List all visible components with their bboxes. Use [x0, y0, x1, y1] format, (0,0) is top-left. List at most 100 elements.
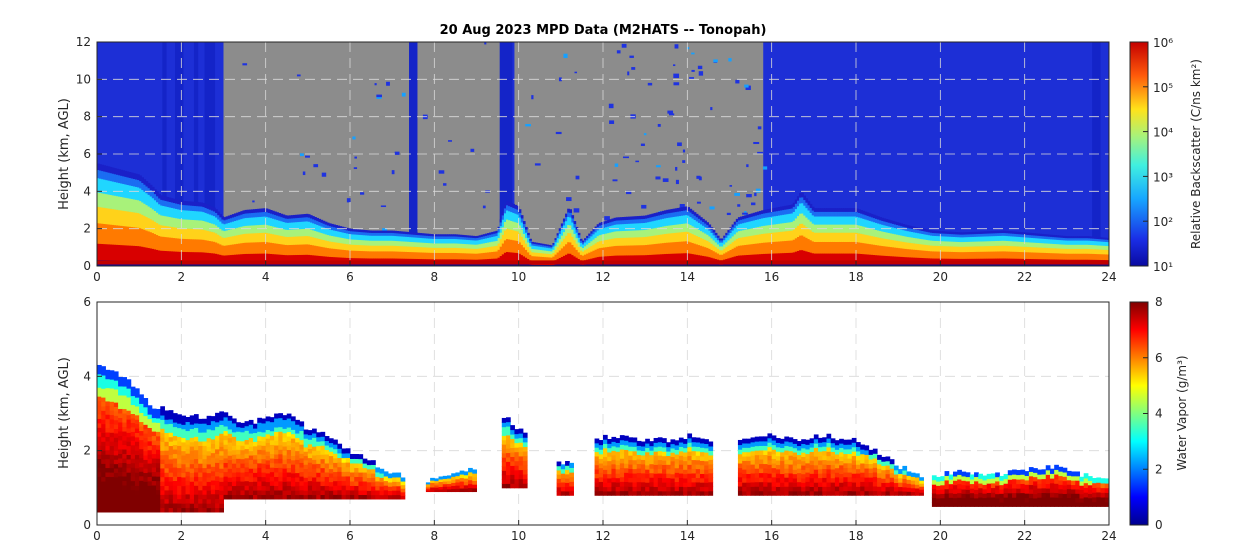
profile-cell: [982, 263, 986, 266]
water-vapor-cell: [147, 467, 153, 473]
profile-cell: [946, 251, 950, 259]
water-vapor-cell: [143, 476, 149, 482]
profile-cell: [651, 216, 655, 222]
water-vapor-cell: [109, 379, 115, 385]
water-vapor-cell: [122, 422, 128, 428]
profile-cell: [647, 217, 650, 223]
water-vapor-cell: [206, 455, 212, 461]
profile-cell: [472, 253, 475, 260]
profile-cell: [763, 242, 766, 254]
profile-cell: [126, 197, 130, 212]
profile-cell: [257, 212, 260, 218]
profile-cell: [1005, 235, 1009, 241]
profile-cell: [742, 254, 745, 264]
water-vapor-cell: [177, 454, 182, 460]
profile-cell: [541, 243, 545, 246]
water-vapor-cell: [118, 457, 123, 463]
water-vapor-cell: [97, 476, 102, 482]
water-vapor-cell: [177, 472, 182, 477]
profile-cell: [858, 225, 861, 234]
profile-cell: [997, 245, 1000, 252]
profile-cell: [908, 228, 912, 232]
profile-cell: [765, 253, 769, 263]
profile-cell: [430, 247, 433, 253]
profile-cell: [1030, 264, 1034, 266]
profile-cell: [238, 227, 241, 235]
profile-cell: [425, 247, 429, 253]
water-vapor-cell: [172, 476, 178, 482]
profile-cell: [508, 202, 511, 207]
profile-cell: [101, 243, 104, 261]
profile-cell: [288, 254, 292, 264]
profile-cell: [449, 236, 452, 240]
water-vapor-cell: [223, 416, 229, 422]
profile-cell: [628, 230, 632, 238]
profile-cell: [995, 263, 998, 266]
profile-cell: [1018, 233, 1022, 238]
profile-cell: [820, 211, 823, 217]
profile-cell: [969, 263, 973, 266]
profile-cell: [453, 252, 457, 260]
water-vapor-cell: [202, 427, 208, 433]
profile-cell: [904, 236, 908, 243]
water-vapor-cell: [147, 409, 153, 415]
profile-cell: [748, 228, 752, 237]
profile-cell: [900, 256, 903, 264]
profile-cell: [126, 184, 130, 199]
profile-cell: [1096, 245, 1100, 250]
water-vapor-cell: [257, 453, 262, 459]
profile-cell: [269, 210, 273, 214]
profile-cell: [335, 263, 338, 266]
water-vapor-cell: [210, 466, 216, 472]
profile-cell: [368, 232, 372, 236]
profile-cell: [122, 183, 126, 198]
profile-cell: [1060, 239, 1064, 245]
profile-cell: [925, 234, 929, 240]
water-vapor-cell: [248, 424, 254, 430]
backscatter-boundary-layer: [97, 163, 1109, 266]
profile-cell: [927, 263, 931, 266]
profile-cell: [974, 231, 977, 235]
profile-cell: [746, 214, 750, 219]
profile-cell: [309, 236, 313, 245]
profile-cell: [229, 217, 233, 223]
water-vapor-cell: [231, 472, 237, 478]
water-vapor-cell: [156, 426, 161, 432]
profile-cell: [609, 222, 613, 227]
profile-cell: [196, 205, 199, 212]
profile-cell: [276, 243, 279, 255]
water-vapor-cell: [215, 457, 220, 463]
profile-cell: [1039, 264, 1043, 266]
profile-cell: [474, 236, 478, 239]
profile-cell: [128, 245, 132, 261]
water-vapor-cell: [257, 426, 262, 432]
profile-cell: [889, 263, 893, 266]
profile-cell: [1047, 236, 1051, 240]
profile-cell: [628, 223, 632, 231]
water-vapor-cell: [168, 441, 174, 447]
profile-cell: [560, 241, 564, 249]
profile-cell: [1016, 251, 1019, 259]
profile-cell: [765, 242, 769, 254]
profile-cell: [99, 243, 102, 261]
profile-cell: [552, 252, 556, 257]
profile-cell: [238, 215, 241, 220]
profile-cell: [101, 207, 104, 224]
profile-cell: [151, 191, 155, 199]
profile-cell: [379, 240, 383, 246]
water-vapor-cell: [130, 435, 136, 441]
profile-cell: [529, 240, 532, 243]
profile-cell: [145, 181, 149, 187]
profile-cell: [995, 240, 998, 246]
water-vapor-cell: [193, 423, 199, 428]
profile-cell: [1104, 254, 1108, 261]
profile-cell: [318, 225, 322, 233]
tick-label-y: 4: [83, 184, 91, 198]
profile-cell: [704, 263, 707, 266]
profile-cell: [187, 210, 191, 220]
profile-cell: [790, 208, 794, 214]
profile-cell: [775, 223, 779, 233]
water-vapor-cell: [130, 426, 136, 432]
profile-cell: [820, 241, 823, 254]
noise-speck: [296, 74, 301, 77]
